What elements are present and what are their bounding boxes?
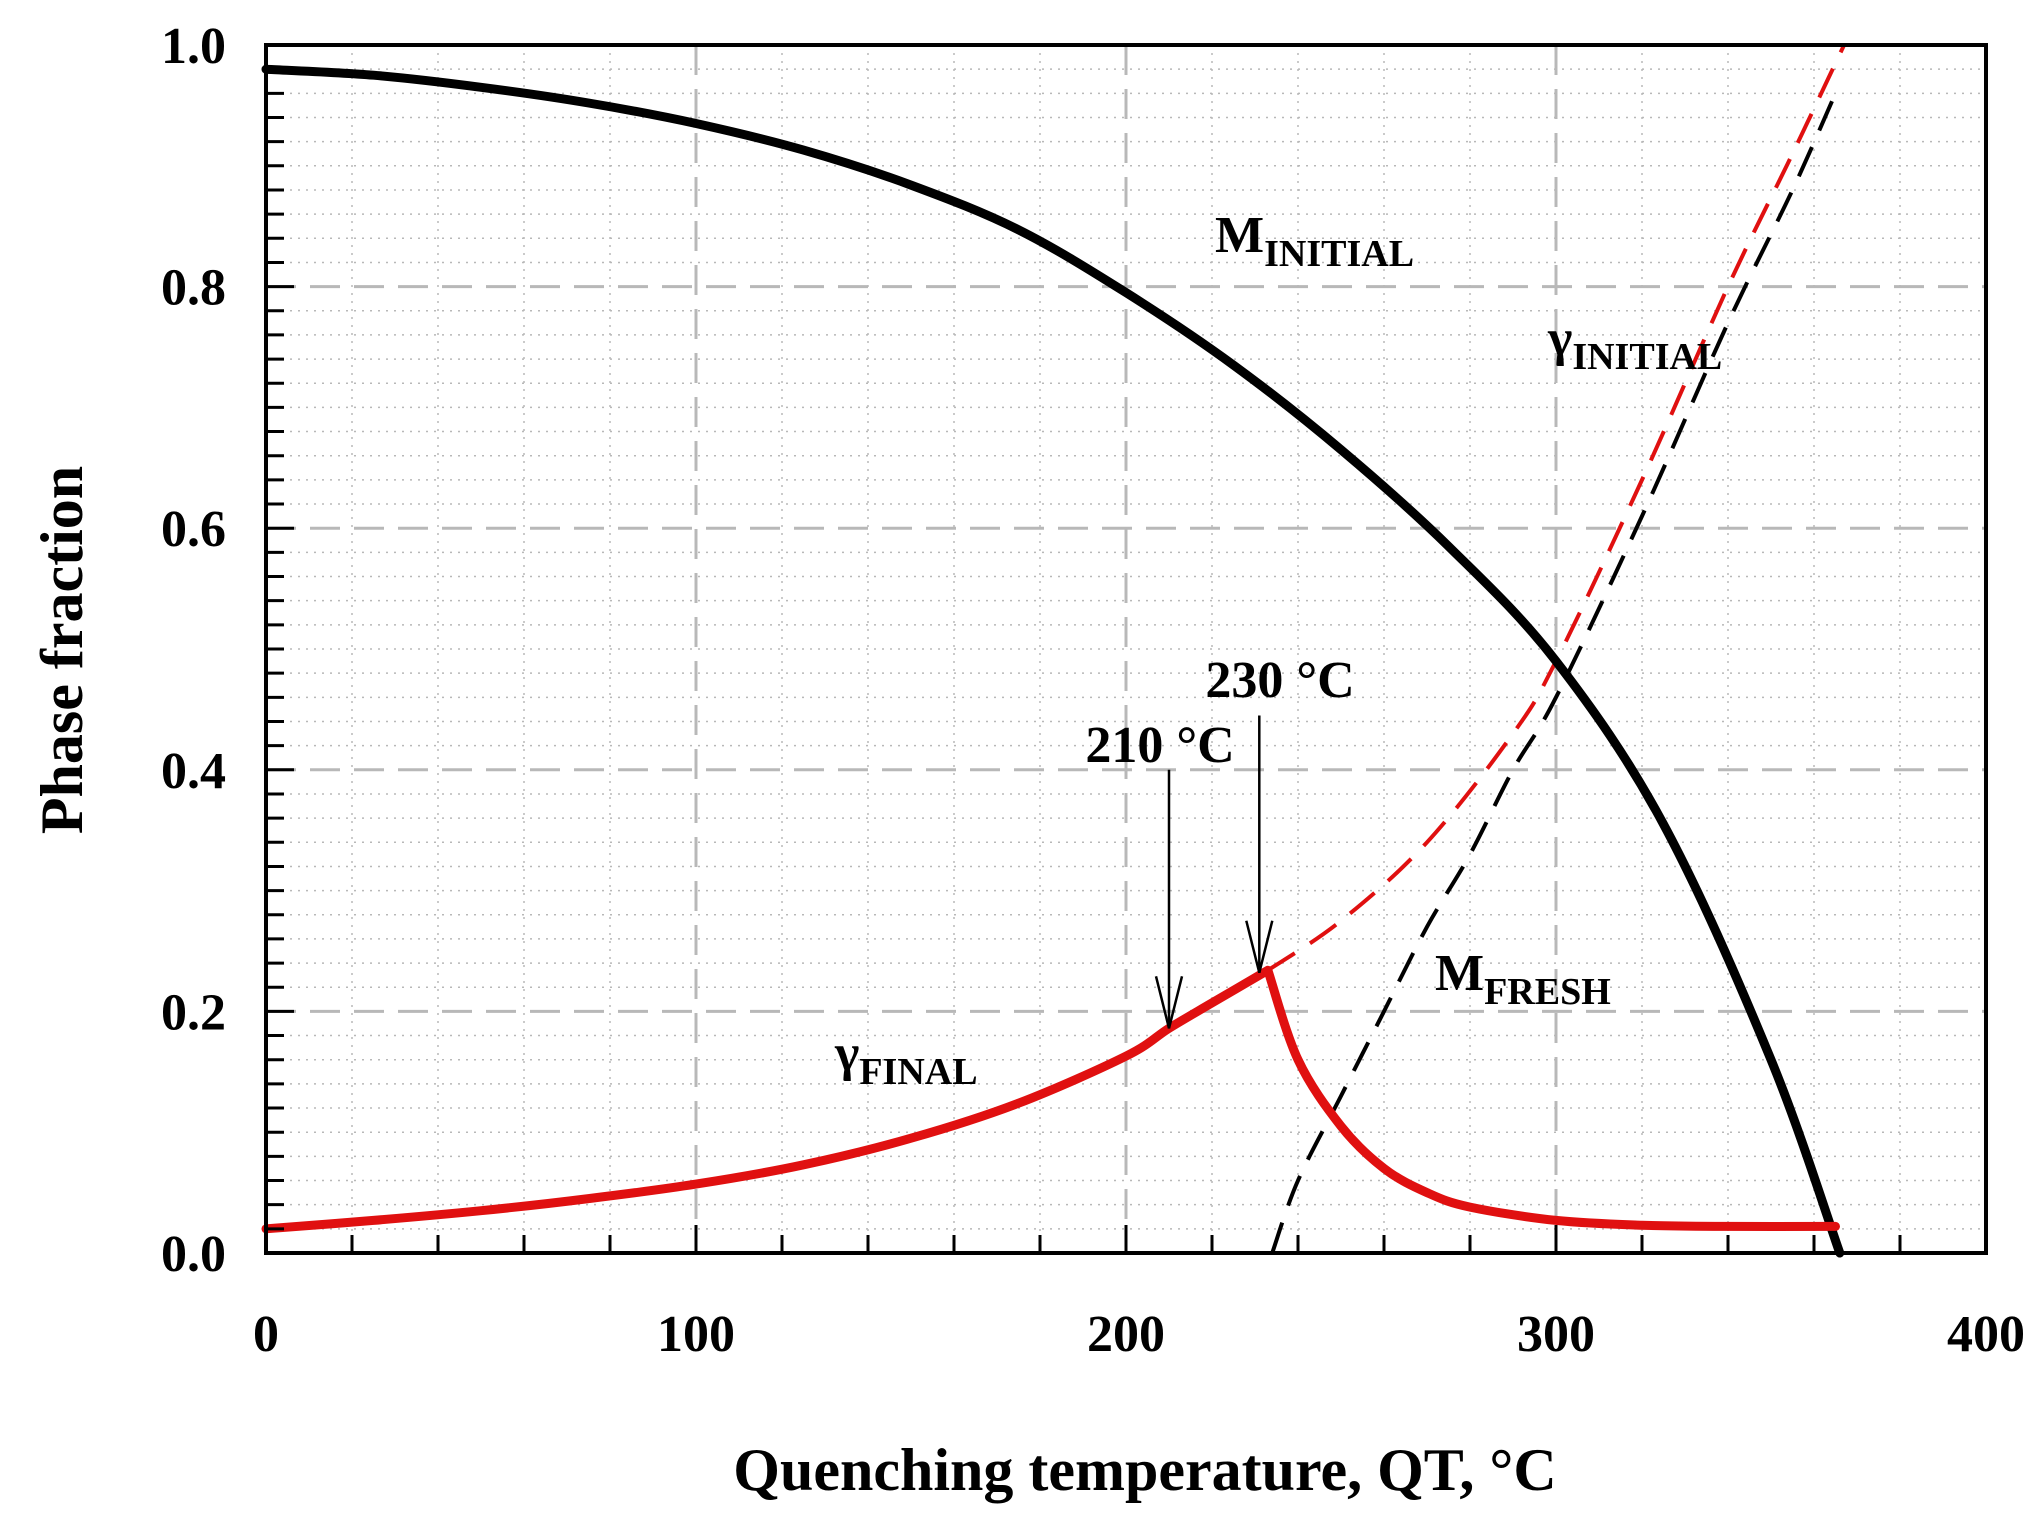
major-gridlines bbox=[266, 45, 1986, 1253]
x-tick-label: 0 bbox=[253, 1306, 279, 1363]
x-tick-label: 200 bbox=[1087, 1306, 1165, 1363]
series-line-gamma-final bbox=[261, 965, 1840, 1234]
y-tick-label: 0.2 bbox=[161, 984, 226, 1041]
x-tick-label: 400 bbox=[1947, 1306, 2025, 1363]
y-tick-label: 0.8 bbox=[161, 260, 226, 317]
annotation-arrowhead bbox=[1154, 976, 1184, 1029]
annotation-label: 210 °C bbox=[1085, 717, 1234, 774]
annotation-arrowhead bbox=[1245, 920, 1274, 974]
series-layer bbox=[261, 44, 1846, 1258]
y-tick-label: 0.0 bbox=[161, 1226, 226, 1283]
series-label-gamma-final: γFINAL bbox=[834, 1025, 978, 1093]
tick-labels: 0 100 200 300 400 0.0 0.2 0.4 0.6 0.8 1.0 bbox=[161, 18, 2025, 1363]
y-axis-title: Phase fraction bbox=[29, 466, 95, 834]
x-tick-label: 300 bbox=[1517, 1306, 1595, 1363]
y-tick-label: 0.6 bbox=[161, 501, 226, 558]
series-line-gamma-initial bbox=[1266, 44, 1846, 972]
series-labels: MINITIAL γFINAL γINITIAL MFRESH bbox=[834, 207, 1722, 1093]
series-label-m-initial: MINITIAL bbox=[1215, 207, 1414, 275]
series-line-m-initial bbox=[261, 64, 1845, 1258]
axis-ticks bbox=[264, 43, 1988, 1255]
annotation-label: 230 °C bbox=[1205, 652, 1354, 709]
minor-gridlines bbox=[266, 45, 1986, 1253]
x-tick-label: 100 bbox=[657, 1306, 735, 1363]
series-label-gamma-initial: γINITIAL bbox=[1547, 310, 1722, 378]
y-tick-label: 0.4 bbox=[161, 743, 226, 800]
y-tick-label: 1.0 bbox=[161, 18, 226, 75]
annotations: 210 °C 230 °C bbox=[1085, 652, 1355, 1029]
series-label-m-fresh: MFRESH bbox=[1435, 945, 1611, 1013]
series-line-m-fresh bbox=[1270, 92, 1838, 1254]
x-axis-title: Quenching temperature, QT, °C bbox=[733, 1437, 1556, 1503]
